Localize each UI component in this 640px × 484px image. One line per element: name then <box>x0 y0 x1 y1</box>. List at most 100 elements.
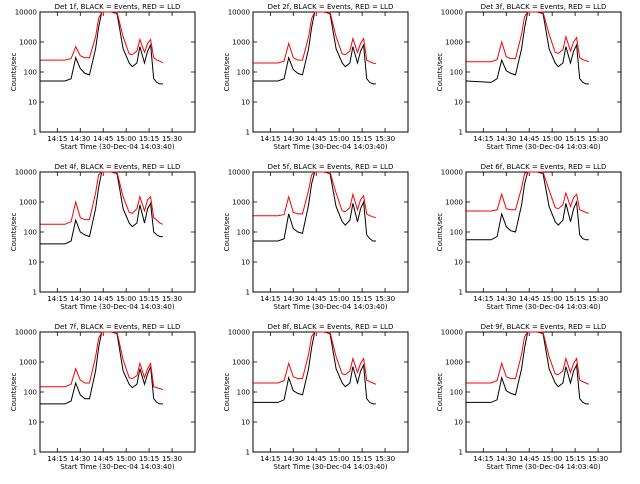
y-tick-label: 1 <box>459 129 463 137</box>
chart-panel-6: Det 6f, BLACK = Events, RED = LLD 1 10 100 1… <box>436 163 622 311</box>
x-tick-label: 14:15 <box>260 295 280 303</box>
y-tick-label: 10 <box>28 259 37 267</box>
x-tick-label: 15:00 <box>116 295 136 303</box>
series-lld-line <box>466 171 590 214</box>
y-tick-label: 10000 <box>441 329 463 337</box>
chart-title: Det 1f, BLACK = Events, RED = LLD <box>55 3 181 11</box>
y-tick-label: 1 <box>33 449 37 457</box>
y-tick-label: 1000 <box>232 359 250 367</box>
y-tick-label: 10 <box>454 419 463 427</box>
series-events-line <box>40 171 163 245</box>
x-tick-label: 15:15 <box>565 135 585 143</box>
x-tick-label: 14:45 <box>306 295 326 303</box>
x-axis-label: Start Time (30-Dec-04 14:03:40) <box>60 303 174 311</box>
series-lld-line <box>40 11 164 64</box>
x-tick-label: 15:30 <box>375 295 395 303</box>
y-tick-label: 100 <box>237 389 250 397</box>
x-tick-label: 15:15 <box>139 455 159 463</box>
plot-frame <box>465 171 622 293</box>
x-tick-label: 15:30 <box>588 455 608 463</box>
x-tick-label: 14:30 <box>70 135 90 143</box>
series-lld-line <box>253 171 377 219</box>
y-tick-label: 1000 <box>445 39 463 47</box>
y-tick-label: 10000 <box>441 169 463 177</box>
x-tick-label: 15:15 <box>352 295 372 303</box>
series-lld-line <box>40 331 164 391</box>
x-tick-label: 15:30 <box>588 135 608 143</box>
x-tick-label: 15:00 <box>329 135 349 143</box>
x-tick-label: 14:30 <box>70 295 90 303</box>
x-tick-label: 14:30 <box>283 455 303 463</box>
y-tick-label: 1 <box>459 449 463 457</box>
chart-title: Det 5f, BLACK = Events, RED = LLD <box>268 163 394 171</box>
series-events-line <box>466 171 589 241</box>
x-tick-label: 15:15 <box>565 295 585 303</box>
chart-panel-1: Det 1f, BLACK = Events, RED = LLD 1 10 100 1… <box>10 3 196 151</box>
x-tick-label: 15:30 <box>162 295 182 303</box>
y-axis-label: Counts/sec <box>436 213 444 252</box>
y-tick-label: 10000 <box>15 9 37 17</box>
series-lld-line <box>466 331 590 385</box>
x-tick-label: 14:45 <box>93 295 113 303</box>
x-tick-label: 15:30 <box>375 455 395 463</box>
y-tick-label: 10 <box>28 419 37 427</box>
y-tick-label: 10000 <box>228 169 250 177</box>
y-tick-label: 10000 <box>15 329 37 337</box>
series-lld-line <box>253 11 376 65</box>
x-tick-label: 14:45 <box>93 455 113 463</box>
y-tick-label: 10000 <box>15 169 37 177</box>
plot-frame <box>252 331 409 453</box>
x-tick-label: 14:30 <box>496 295 516 303</box>
y-tick-label: 1 <box>33 289 37 297</box>
series-events-line <box>40 11 163 85</box>
series-events-line <box>253 331 376 405</box>
x-tick-label: 14:45 <box>519 295 539 303</box>
x-tick-label: 14:45 <box>519 455 539 463</box>
y-tick-label: 100 <box>237 69 250 77</box>
series-events-line <box>253 171 376 242</box>
x-tick-label: 15:15 <box>565 455 585 463</box>
x-axis-label: Start Time (30-Dec-04 14:03:40) <box>273 143 387 151</box>
x-tick-label: 15:30 <box>375 135 395 143</box>
series-events-line <box>466 11 589 85</box>
y-axis-label: Counts/sec <box>436 373 444 412</box>
x-tick-label: 14:15 <box>473 135 493 143</box>
y-tick-label: 10 <box>241 259 250 267</box>
y-tick-label: 100 <box>24 69 37 77</box>
plot-frame <box>39 331 196 453</box>
x-tick-label: 14:15 <box>47 135 67 143</box>
chart-panel-3: Det 3f, BLACK = Events, RED = LLD 1 10 100 1… <box>436 3 622 151</box>
x-tick-label: 14:30 <box>283 135 303 143</box>
y-axis-label: Counts/sec <box>436 53 444 92</box>
x-tick-label: 15:15 <box>352 455 372 463</box>
y-tick-label: 1 <box>459 289 463 297</box>
chart-panel-4: Det 4f, BLACK = Events, RED = LLD 1 10 100 1… <box>10 163 196 311</box>
x-tick-label: 15:30 <box>162 135 182 143</box>
chart-title: Det 4f, BLACK = Events, RED = LLD <box>55 163 181 171</box>
y-tick-label: 100 <box>237 229 250 237</box>
plot-frame <box>465 11 622 133</box>
chart-title: Det 2f, BLACK = Events, RED = LLD <box>268 3 394 11</box>
y-axis-label: Counts/sec <box>10 213 18 252</box>
y-axis-label: Counts/sec <box>223 373 231 412</box>
x-tick-label: 14:30 <box>496 135 516 143</box>
x-tick-label: 14:30 <box>70 455 90 463</box>
series-lld-line <box>466 11 590 63</box>
x-tick-label: 14:45 <box>306 455 326 463</box>
y-tick-label: 10 <box>454 259 463 267</box>
y-tick-label: 100 <box>24 389 37 397</box>
x-tick-label: 15:00 <box>116 455 136 463</box>
x-axis-label: Start Time (30-Dec-04 14:03:40) <box>60 463 174 471</box>
chart-panel-7: Det 7f, BLACK = Events, RED = LLD 1 10 100 1… <box>10 323 196 471</box>
y-tick-label: 1000 <box>19 199 37 207</box>
chart-title: Det 6f, BLACK = Events, RED = LLD <box>481 163 607 171</box>
y-tick-label: 100 <box>450 389 463 397</box>
x-axis-label: Start Time (30-Dec-04 14:03:40) <box>486 303 600 311</box>
y-tick-label: 1000 <box>232 199 250 207</box>
x-tick-label: 15:15 <box>139 295 159 303</box>
y-tick-label: 10000 <box>228 329 250 337</box>
x-axis-label: Start Time (30-Dec-04 14:03:40) <box>273 303 387 311</box>
y-axis-label: Counts/sec <box>223 213 231 252</box>
y-tick-label: 1 <box>246 289 250 297</box>
